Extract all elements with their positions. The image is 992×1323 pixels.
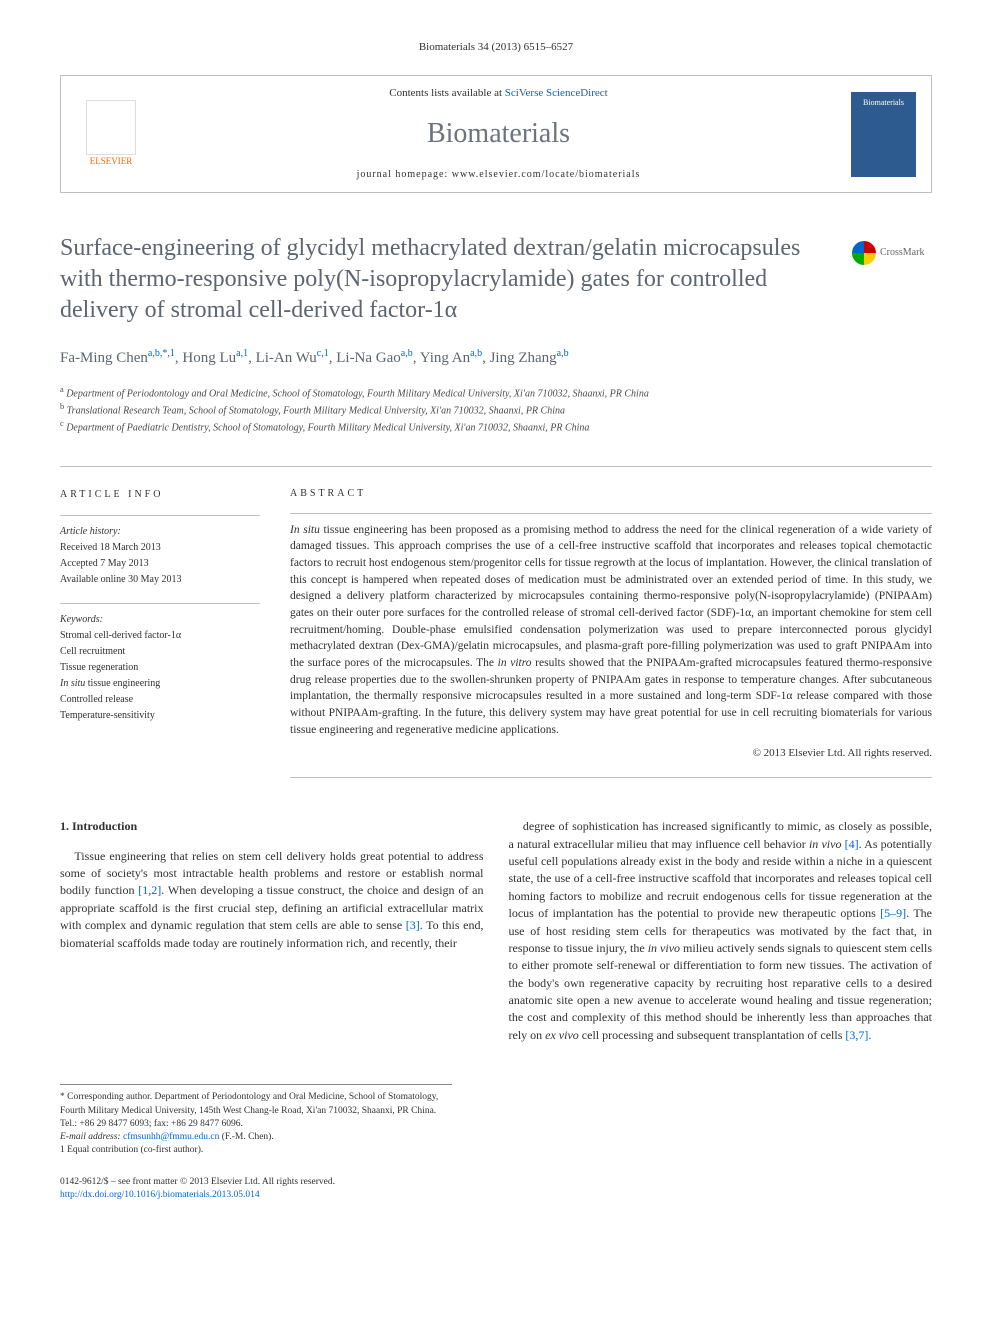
journal-header-center: Contents lists available at SciVerse Sci… (161, 86, 836, 182)
history-line: Received 18 March 2013 (60, 540, 260, 556)
contents-line: Contents lists available at SciVerse Sci… (161, 86, 836, 101)
body-column-right: degree of sophistication has increased s… (509, 818, 933, 1044)
keyword: Tissue regeneration (60, 660, 260, 676)
journal-title: Biomaterials (161, 114, 836, 153)
doi-link[interactable]: http://dx.doi.org/10.1016/j.biomaterials… (60, 1190, 260, 1200)
abstract-column: ABSTRACT In situ tissue engineering has … (290, 487, 932, 779)
contents-prefix: Contents lists available at (389, 87, 504, 99)
abstract-heading: ABSTRACT (290, 487, 932, 501)
keywords-label: Keywords: (60, 612, 260, 628)
history-label: Article history: (60, 524, 260, 540)
history-line: Accepted 7 May 2013 (60, 556, 260, 572)
keyword: Controlled release (60, 692, 260, 708)
header-citation: Biomaterials 34 (2013) 6515–6527 (60, 40, 932, 55)
authors-list: Fa-Ming Chena,b,*,1, Hong Lua,1, Li-An W… (60, 347, 932, 369)
elsevier-tree-icon (86, 100, 136, 155)
abstract-text: In situ tissue engineering has been prop… (290, 513, 932, 779)
sciencedirect-link[interactable]: SciVerse ScienceDirect (505, 87, 608, 99)
footnotes: * Corresponding author. Department of Pe… (60, 1084, 452, 1157)
article-title: Surface-engineering of glycidyl methacry… (60, 233, 932, 327)
journal-cover-thumbnail[interactable]: Biomaterials (851, 92, 916, 177)
keyword: Cell recruitment (60, 644, 260, 660)
keyword: Temperature-sensitivity (60, 708, 260, 724)
publisher-name: ELSEVIER (90, 155, 133, 168)
article-info-column: ARTICLE INFO Article history: Received 1… (60, 487, 260, 779)
issn-line: 0142-9612/$ – see front matter © 2013 El… (60, 1176, 932, 1189)
info-abstract-row: ARTICLE INFO Article history: Received 1… (60, 466, 932, 779)
publisher-logo[interactable]: ELSEVIER (76, 94, 146, 174)
keyword: In situ tissue engineering (60, 676, 260, 692)
crossmark-icon (852, 241, 876, 265)
keyword: Stromal cell-derived factor-1α (60, 628, 260, 644)
equal-contribution-note: 1 Equal contribution (co-first author). (60, 1144, 452, 1157)
journal-header: ELSEVIER Contents lists available at Sci… (60, 75, 932, 193)
corresponding-author-note: * Corresponding author. Department of Pe… (60, 1091, 452, 1131)
section-heading-introduction: 1. Introduction (60, 818, 484, 835)
history-line: Available online 30 May 2013 (60, 572, 260, 588)
keywords-block: Keywords: Stromal cell-derived factor-1α… (60, 603, 260, 724)
body-columns: 1. Introduction Tissue engineering that … (60, 818, 932, 1044)
abstract-copyright: © 2013 Elsevier Ltd. All rights reserved… (290, 746, 932, 778)
homepage-url[interactable]: www.elsevier.com/locate/biomaterials (452, 169, 641, 180)
body-column-left: 1. Introduction Tissue engineering that … (60, 818, 484, 1044)
article-history-block: Article history: Received 18 March 2013A… (60, 515, 260, 588)
email-line: E-mail address: cfmsunhh@fmmu.edu.cn (F.… (60, 1131, 452, 1144)
footer-info: 0142-9612/$ – see front matter © 2013 El… (60, 1176, 932, 1203)
body-paragraph-1: Tissue engineering that relies on stem c… (60, 848, 484, 952)
body-paragraph-2: degree of sophistication has increased s… (509, 818, 933, 1044)
crossmark-badge[interactable]: CrossMark (852, 238, 932, 268)
article-info-heading: ARTICLE INFO (60, 487, 260, 503)
journal-homepage: journal homepage: www.elsevier.com/locat… (161, 168, 836, 182)
email-link[interactable]: cfmsunhh@fmmu.edu.cn (123, 1132, 219, 1142)
affiliations: a Department of Periodontology and Oral … (60, 384, 932, 436)
